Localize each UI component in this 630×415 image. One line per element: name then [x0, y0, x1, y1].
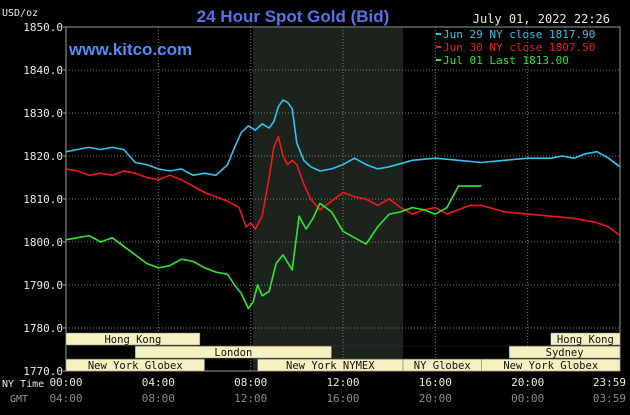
session-bar — [550, 332, 621, 346]
session-label: Hong Kong — [557, 334, 614, 346]
y-tick-label: 1770.0 — [23, 365, 63, 378]
y-tick-label: 1780.0 — [23, 322, 63, 335]
y-tick-label: 1830.0 — [23, 107, 63, 120]
y-axis-ticks: 1850.0 1840.0 1830.0 1820.0 1810.0 1800.0 1790… — [23, 21, 66, 378]
gmt-label: GMT — [10, 394, 28, 405]
gmt-tick-label: 00:00 — [511, 392, 544, 405]
y-tick-label: 1840.0 — [23, 64, 63, 77]
y-tick-label: 1850.0 — [23, 21, 63, 34]
series-line-0 — [65, 99, 621, 177]
gmt-tick-label: 04:00 — [49, 392, 82, 405]
site-link[interactable]: www.kitco.com — [68, 40, 192, 59]
session-label: New York Globex — [503, 360, 598, 372]
y-tick-label: 1820.0 — [23, 150, 63, 163]
session-label: Hong Kong — [104, 334, 161, 346]
session-6: Sydney — [508, 345, 621, 359]
gmt-tick-label: 12:00 — [234, 392, 267, 405]
session-7: New York Globex — [481, 358, 621, 372]
legend-item-jun29: Jun 29 NY close 1817.90 — [443, 28, 595, 41]
x-tick-label: 20:00 — [511, 376, 544, 389]
x-tick-label: 08:00 — [234, 376, 267, 389]
y-tick-label: 1800.0 — [23, 236, 63, 249]
y-tick-label: 1790.0 — [23, 279, 63, 292]
legend-item-jun30: Jun 30 NY close 1807.50 — [443, 41, 595, 54]
x-tick-label: 16:00 — [419, 376, 452, 389]
gmt-tick-label: 16:00 — [326, 392, 359, 405]
session-label: Sydney — [546, 347, 584, 359]
session-4: NY Globex — [402, 358, 482, 372]
series-line-1 — [65, 135, 621, 237]
market-sessions: Hong Kong London New York Globex New York N… — [65, 332, 621, 372]
ny-time-label: NY Time — [2, 379, 44, 390]
series-line-2 — [65, 185, 482, 310]
timestamp: July 01, 2022 22:26 — [473, 12, 610, 26]
x-tick-label: 04:00 — [142, 376, 175, 389]
session-3: New York NYMEX — [257, 358, 404, 372]
session-2: New York Globex — [65, 358, 205, 372]
x-tick-label: 00:00 — [49, 376, 82, 389]
gmt-tick-label: 03:59 — [593, 392, 626, 405]
x-axis-ticks: 00:00 04:00 04:00 08:00 08:00 12:00 12:00 16:00… — [49, 376, 626, 405]
session-label: New York NYMEX — [286, 360, 375, 372]
chart-title: 24 Hour Spot Gold (Bid) — [197, 7, 390, 26]
legend-item-jul01: Jul 01 Last 1813.00 — [443, 54, 569, 67]
session-label: London — [214, 347, 252, 359]
session-5: Hong Kong — [550, 332, 621, 346]
session-label: NY Globex — [414, 360, 471, 372]
grid-lines — [66, 27, 620, 371]
gmt-tick-label: 20:00 — [419, 392, 452, 405]
session-1: London — [135, 345, 332, 359]
y-tick-label: 1810.0 — [23, 193, 63, 206]
session-label: New York Globex — [88, 360, 183, 372]
legend: Jun 29 NY close 1817.90 Jun 30 NY close … — [436, 28, 595, 67]
unit-label: USD/oz — [2, 8, 38, 19]
session-0: Hong Kong — [65, 332, 201, 346]
gmt-tick-label: 08:00 — [142, 392, 175, 405]
x-tick-label: 12:00 — [326, 376, 359, 389]
price-series — [65, 99, 621, 310]
x-tick-label: 23:59 — [593, 376, 626, 389]
session-bar — [65, 332, 201, 346]
